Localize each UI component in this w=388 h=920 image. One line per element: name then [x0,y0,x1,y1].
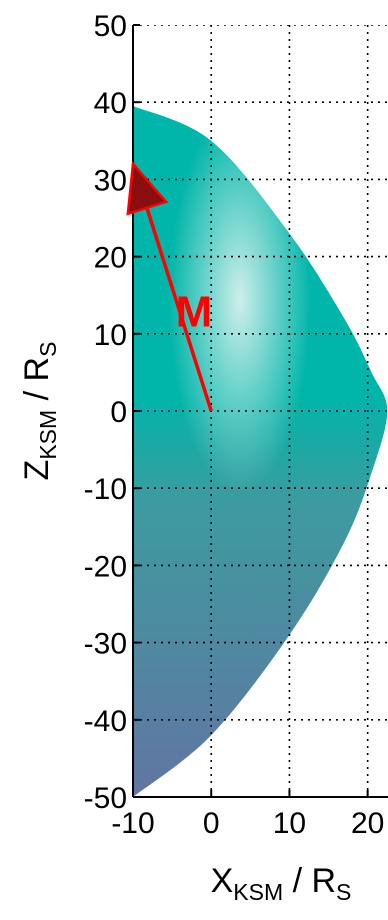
y-tick-label: -20 [84,550,127,583]
y-tick-label: 50 [94,10,127,43]
x-tick-label: 0 [203,807,220,840]
y-tick-label: -40 [84,705,127,738]
x-tick-label: -10 [111,807,154,840]
x-axis-title-unit-sub: S [336,879,351,905]
y-axis-title-sub: KSM [35,410,61,460]
y-tick-label: -50 [84,782,127,815]
magnetopause-region-shading [133,106,388,797]
y-tick-labels: 50 40 30 20 10 0 -10 -20 -30 -40 -50 [84,10,127,815]
x-axis-title-sep: / R [283,862,336,900]
y-tick-label: 0 [110,396,127,429]
x-axis-title-sub: KSM [233,879,283,905]
vector-m-arrowhead [126,160,169,216]
dipole-vector: M [126,160,213,412]
y-tick-label: 20 [94,242,127,275]
x-tick-labels: -10 0 10 20 [111,807,384,840]
y-axis-title: ZKSM / RS [18,342,61,481]
y-tick-label: 30 [94,164,127,197]
x-axis-title-main: X [211,862,234,900]
y-tick-label: -30 [84,628,127,661]
x-tick-label: 10 [273,807,306,840]
x-tick-label: 20 [351,807,384,840]
x-axis-title: XKSM / RS [211,862,352,905]
y-axis-title-sep: / R [18,357,56,410]
y-tick-label: -10 [84,473,127,506]
y-tick-label: 40 [94,87,127,120]
y-axis-title-unit-sub: S [35,342,61,357]
vector-m-label: M [176,288,213,337]
y-tick-label: 10 [94,319,127,352]
y-axis-title-main: Z [18,460,56,481]
plot-area [133,25,388,797]
